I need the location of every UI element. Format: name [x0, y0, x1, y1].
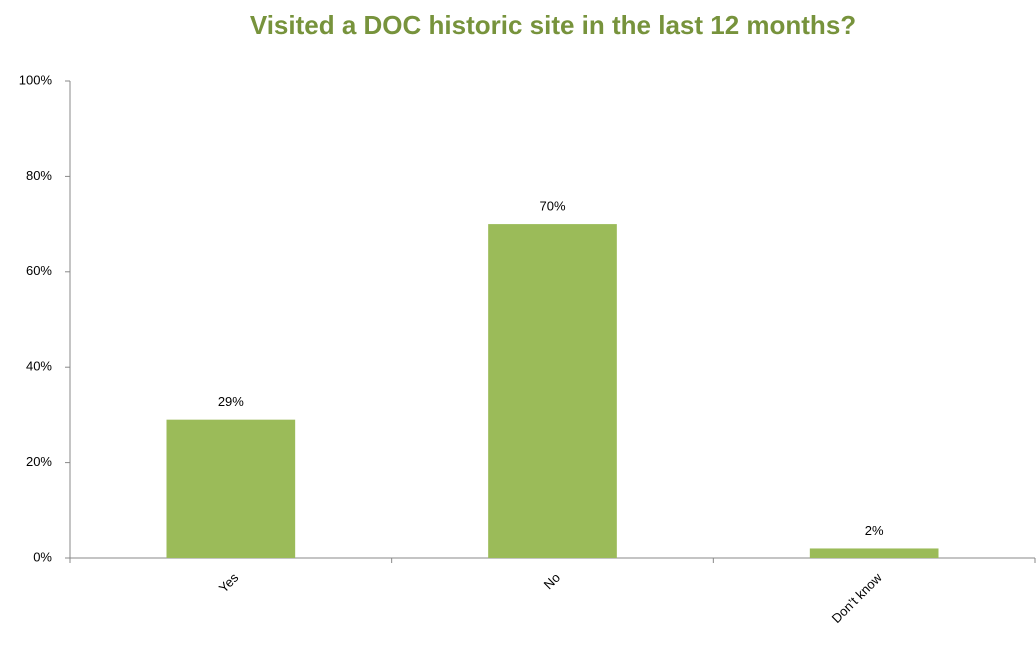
bar	[166, 419, 296, 558]
x-tick-label: Don’t know	[829, 570, 886, 627]
x-tick-label: No	[541, 570, 563, 592]
y-tick-label: 80%	[26, 168, 52, 183]
value-label: 2%	[865, 523, 884, 538]
y-tick-label: 40%	[26, 359, 52, 374]
y-tick-label: 60%	[26, 263, 52, 278]
y-tick-label: 100%	[19, 72, 53, 87]
value-label: 29%	[218, 394, 244, 409]
chart-title: Visited a DOC historic site in the last …	[250, 10, 856, 40]
x-tick-label: Yes	[216, 570, 242, 596]
y-tick-label: 20%	[26, 454, 52, 469]
y-tick-label: 0%	[33, 549, 52, 564]
value-label: 70%	[539, 199, 565, 214]
bar	[488, 224, 617, 558]
bar	[809, 548, 939, 558]
